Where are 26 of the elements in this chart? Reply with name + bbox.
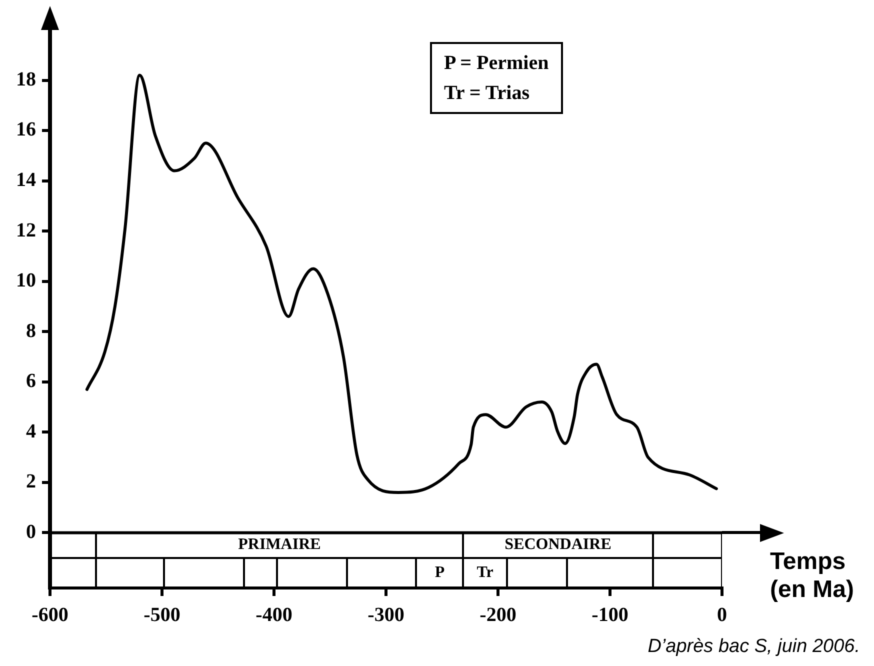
y-tick-label: 18 <box>16 68 36 90</box>
x-tick-label: -300 <box>368 604 404 626</box>
x-tick-label: -400 <box>256 604 292 626</box>
x-tick-label: -200 <box>480 604 516 626</box>
annotation: P <box>416 558 464 588</box>
annotation: PRIMAIRE <box>96 532 464 558</box>
annotation: SECONDAIRE <box>463 532 653 558</box>
y-tick-label: 14 <box>16 168 36 191</box>
x-tick-label: -500 <box>144 604 180 626</box>
y-tick-label: 8 <box>26 320 36 342</box>
y-tick-label: 4 <box>26 420 36 442</box>
y-tick-label: 10 <box>16 270 36 292</box>
y-tick-label: 2 <box>26 470 36 493</box>
text: D’après bac S, juin 2006. <box>648 636 860 658</box>
x-tick-label: -100 <box>592 604 628 626</box>
x-tick-label: -600 <box>32 604 68 626</box>
annotation: Tr <box>463 558 507 588</box>
y-tick-label: 12 <box>16 219 36 242</box>
x-tick-label: 0 <box>717 604 727 626</box>
y-tick-label: 6 <box>26 370 36 392</box>
annotation: Tr = Trias <box>444 81 530 106</box>
y-tick-label: 0 <box>26 520 36 543</box>
x-axis-title: Temps (en Ma) <box>770 548 854 604</box>
y-tick-label: 16 <box>16 118 36 141</box>
annotation: P = Permien <box>444 51 549 76</box>
line-series <box>85 74 718 494</box>
